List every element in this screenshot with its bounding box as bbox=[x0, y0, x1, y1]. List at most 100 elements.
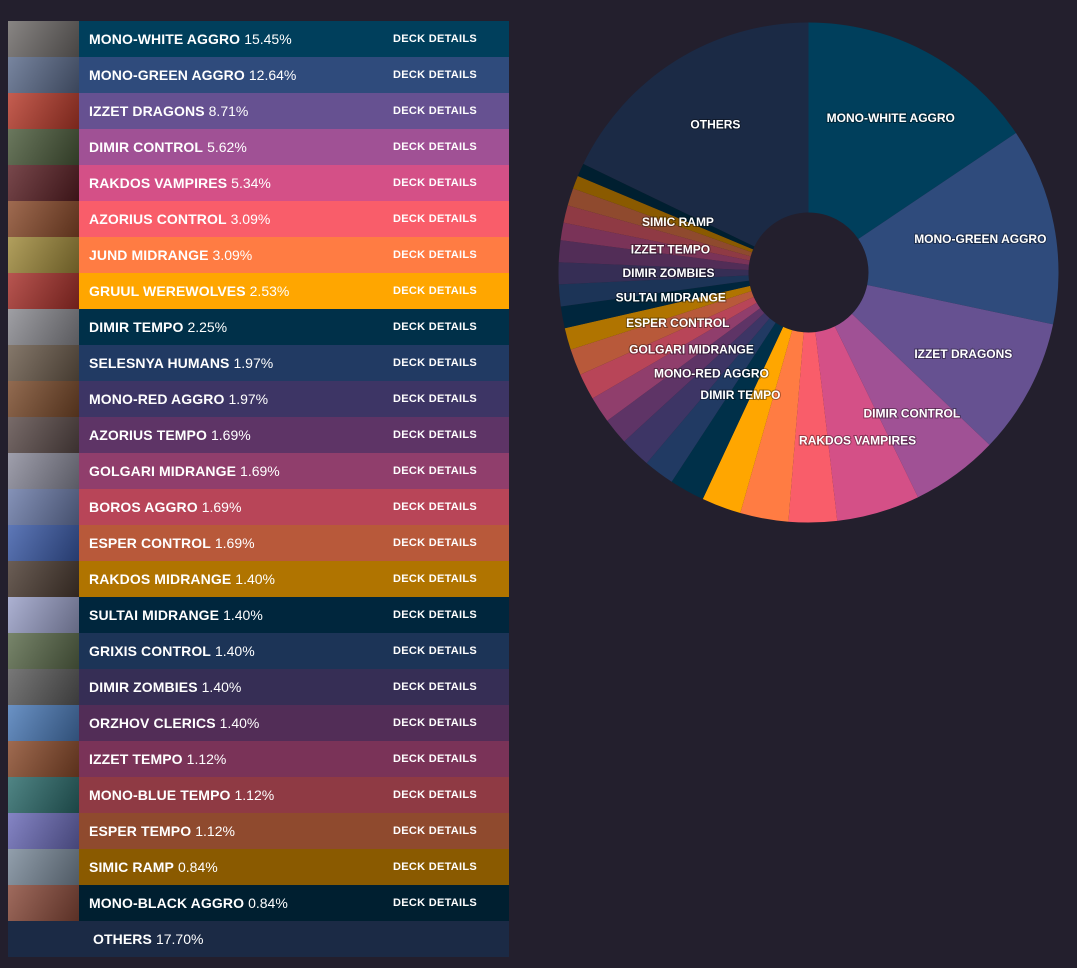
pie-slice[interactable] bbox=[858, 133, 1059, 325]
pie-slice[interactable] bbox=[607, 308, 765, 442]
deck-art-thumbnail bbox=[8, 93, 79, 129]
pie-slice[interactable] bbox=[834, 313, 990, 498]
pie-slice[interactable] bbox=[558, 240, 750, 271]
pie-slice[interactable] bbox=[560, 280, 751, 329]
deck-details-link[interactable]: DECK DETAILS bbox=[393, 717, 478, 729]
deck-details-link[interactable]: DECK DETAILS bbox=[393, 69, 478, 81]
deck-details-link[interactable]: DECK DETAILS bbox=[393, 861, 478, 873]
deck-details-link[interactable]: DECK DETAILS bbox=[393, 105, 478, 117]
deck-art-thumbnail bbox=[8, 165, 79, 201]
pie-slice[interactable] bbox=[583, 22, 809, 247]
deck-share: 1.12% bbox=[234, 787, 275, 803]
deck-art-thumbnail bbox=[8, 273, 79, 309]
deck-row: BOROS AGGRO 1.69% DECK DETAILS bbox=[8, 489, 509, 525]
deck-details-link[interactable]: DECK DETAILS bbox=[393, 177, 478, 189]
deck-details-link[interactable]: DECK DETAILS bbox=[393, 537, 478, 549]
deck-art-thumbnail bbox=[8, 57, 79, 93]
deck-row: SIMIC RAMP 0.84% DECK DETAILS bbox=[8, 849, 509, 885]
pie-slice[interactable] bbox=[558, 275, 750, 307]
deck-share: 1.40% bbox=[219, 715, 260, 731]
deck-name: MONO-WHITE AGGRO bbox=[89, 31, 241, 47]
deck-name: SULTAI MIDRANGE bbox=[89, 607, 220, 623]
pie-slice[interactable] bbox=[570, 291, 754, 375]
pie-slice[interactable] bbox=[573, 176, 754, 253]
pie-slice[interactable] bbox=[567, 188, 752, 257]
deck-details-link[interactable]: DECK DETAILS bbox=[393, 501, 478, 513]
deck-row: DIMIR CONTROL 5.62% DECK DETAILS bbox=[8, 129, 509, 165]
deck-details-link[interactable]: DECK DETAILS bbox=[393, 285, 478, 297]
deck-name: DIMIR ZOMBIES bbox=[89, 679, 198, 695]
deck-details-link[interactable]: DECK DETAILS bbox=[393, 357, 478, 369]
deck-row: GRIXIS CONTROL 1.40% DECK DETAILS bbox=[8, 633, 509, 669]
deck-details-link[interactable]: DECK DETAILS bbox=[393, 393, 478, 405]
deck-details-link[interactable]: DECK DETAILS bbox=[393, 213, 478, 225]
deck-art-thumbnail bbox=[8, 561, 79, 597]
deck-art-thumbnail bbox=[8, 525, 79, 561]
deck-name: MONO-BLACK AGGRO bbox=[89, 895, 245, 911]
deck-name: AZORIUS TEMPO bbox=[89, 427, 207, 443]
meta-pie-chart: MONO-WHITE AGGRO MONO-GREEN AGGRO IZZET DR… bbox=[558, 22, 1059, 523]
deck-share: 8.71% bbox=[208, 103, 249, 119]
deck-details-link[interactable]: DECK DETAILS bbox=[393, 645, 478, 657]
deck-row: MONO-BLACK AGGRO 0.84% DECK DETAILS bbox=[8, 885, 509, 921]
deck-share: 2.53% bbox=[249, 283, 290, 299]
deck-details-link[interactable]: DECK DETAILS bbox=[393, 789, 478, 801]
deck-details-link[interactable]: DECK DETAILS bbox=[393, 825, 478, 837]
deck-art-thumbnail bbox=[8, 777, 79, 813]
pie-slice-label: IZZET TEMPO bbox=[631, 242, 710, 256]
deck-name: MONO-BLUE TEMPO bbox=[89, 787, 231, 803]
deck-art-thumbnail bbox=[8, 489, 79, 525]
pie-slice-label: DIMIR ZOMBIES bbox=[623, 266, 715, 280]
deck-share: 12.64% bbox=[248, 67, 297, 83]
pie-slice[interactable] bbox=[624, 313, 770, 464]
deck-name: DIMIR CONTROL bbox=[89, 139, 204, 155]
pie-slice[interactable] bbox=[564, 285, 752, 350]
deck-details-link[interactable]: DECK DETAILS bbox=[393, 753, 478, 765]
deck-details-link[interactable]: DECK DETAILS bbox=[393, 141, 478, 153]
pie-slice-label: ESPER CONTROL bbox=[626, 316, 729, 330]
deck-details-link[interactable]: DECK DETAILS bbox=[393, 897, 478, 909]
deck-details-link[interactable]: DECK DETAILS bbox=[393, 609, 478, 621]
deck-name: MONO-GREEN AGGRO bbox=[89, 67, 245, 83]
pie-slice[interactable] bbox=[558, 262, 749, 285]
deck-details-link[interactable]: DECK DETAILS bbox=[393, 249, 478, 261]
deck-name: ORZHOV CLERICS bbox=[89, 715, 216, 731]
pie-slice[interactable] bbox=[646, 318, 776, 482]
pie-slice[interactable] bbox=[851, 284, 1054, 445]
pie-slice[interactable] bbox=[563, 205, 751, 261]
pie-slice[interactable] bbox=[815, 326, 919, 521]
deck-details-link[interactable]: DECK DETAILS bbox=[393, 681, 478, 693]
deck-details-link[interactable]: DECK DETAILS bbox=[393, 33, 478, 45]
deck-art-thumbnail bbox=[8, 21, 79, 57]
pie-slice[interactable] bbox=[788, 332, 838, 523]
deck-row: IZZET TEMPO 1.12% DECK DETAILS bbox=[8, 741, 509, 777]
deck-row: RAKDOS MIDRANGE 1.40% DECK DETAILS bbox=[8, 561, 509, 597]
deck-share: 1.12% bbox=[186, 751, 227, 767]
deck-share: 1.69% bbox=[214, 535, 255, 551]
deck-share: 2.25% bbox=[187, 319, 228, 335]
deck-share: 1.97% bbox=[228, 391, 269, 407]
pie-slice[interactable] bbox=[577, 163, 755, 250]
deck-share: 1.40% bbox=[214, 643, 255, 659]
deck-name: IZZET DRAGONS bbox=[89, 103, 205, 119]
deck-art-thumbnail bbox=[8, 885, 79, 921]
pie-slice[interactable] bbox=[580, 297, 757, 399]
pie-slice[interactable] bbox=[740, 330, 804, 522]
pie-slice[interactable] bbox=[808, 22, 1016, 240]
deck-row: IZZET DRAGONS 8.71% DECK DETAILS bbox=[8, 93, 509, 129]
deck-details-link[interactable]: DECK DETAILS bbox=[393, 465, 478, 477]
deck-details-link[interactable]: DECK DETAILS bbox=[393, 573, 478, 585]
deck-details-link[interactable]: DECK DETAILS bbox=[393, 321, 478, 333]
pie-slice[interactable] bbox=[560, 222, 750, 265]
pie-slice[interactable] bbox=[592, 302, 761, 421]
deck-name: GRIXIS CONTROL bbox=[89, 643, 211, 659]
deck-art-thumbnail bbox=[8, 813, 79, 849]
pie-slice[interactable] bbox=[702, 326, 793, 514]
deck-share: 0.84% bbox=[178, 859, 218, 875]
deck-details-link[interactable]: DECK DETAILS bbox=[393, 429, 478, 441]
pie-slice-label: OTHERS bbox=[690, 117, 740, 131]
deck-name: ESPER CONTROL bbox=[89, 535, 211, 551]
pie-slice[interactable] bbox=[671, 322, 784, 500]
deck-name: DIMIR TEMPO bbox=[89, 319, 184, 335]
pie-slice-label: SULTAI MIDRANGE bbox=[616, 291, 726, 305]
